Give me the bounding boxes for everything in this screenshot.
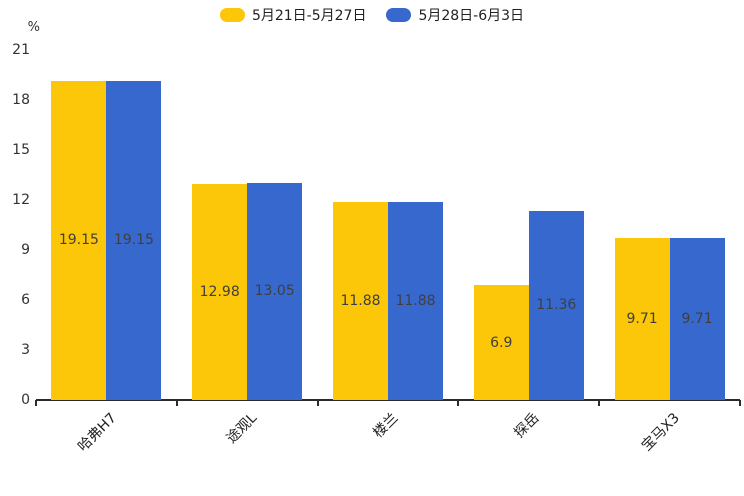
bar-value-label: 12.98 — [199, 283, 240, 300]
bar-value-label: 11.88 — [340, 293, 381, 309]
legend-item-week1[interactable]: 5月21日-5月27日 — [219, 5, 367, 25]
bar-week2[interactable]: 19.15 — [106, 80, 162, 400]
legend-swatch-blue — [386, 8, 412, 22]
bar-value-label: 19.15 — [58, 232, 99, 249]
x-axis-category-label: 探岳 — [511, 410, 543, 442]
x-axis-tick — [457, 400, 460, 406]
bar-week1[interactable]: 19.15 — [51, 80, 107, 400]
bar-value-label: 9.71 — [626, 311, 658, 328]
bar-value-label: 9.71 — [681, 311, 713, 328]
bar-week1[interactable]: 11.88 — [333, 202, 388, 400]
bar-value-label: 6.9 — [490, 334, 513, 351]
y-axis-unit-label: % — [27, 20, 40, 35]
x-axis-line — [36, 399, 740, 401]
x-axis-category-label: 宝马X3 — [638, 410, 684, 455]
legend: 5月21日-5月27日 5月28日-6月3日 — [0, 5, 744, 25]
y-axis-tick-label: 9 — [21, 242, 30, 258]
bar-week1[interactable]: 9.71 — [614, 238, 670, 400]
x-axis-tick — [35, 400, 37, 406]
bar-week2[interactable]: 9.71 — [669, 238, 725, 400]
bar-value-label: 13.05 — [254, 283, 295, 300]
y-axis-tick-label: 21 — [12, 42, 30, 58]
bar-week2[interactable]: 13.05 — [247, 182, 303, 400]
legend-label-week1: 5月21日-5月27日 — [251, 8, 367, 24]
y-axis-tick-label: 3 — [21, 342, 30, 358]
y-axis-tick-label: 0 — [21, 392, 30, 408]
x-axis-category-label: 哈弗H7 — [74, 410, 120, 455]
x-axis-tick — [739, 400, 741, 406]
bar-week2[interactable]: 11.88 — [388, 202, 443, 400]
x-axis-tick — [598, 400, 601, 406]
bar-value-label: 19.15 — [113, 232, 154, 249]
bar-value-label: 11.88 — [395, 293, 436, 309]
bar-week1[interactable]: 6.9 — [473, 285, 529, 400]
x-axis-tick — [175, 400, 178, 406]
legend-swatch-yellow — [219, 8, 245, 22]
legend-item-week2[interactable]: 5月28日-6月3日 — [386, 5, 524, 25]
bar-week1[interactable]: 12.98 — [192, 183, 248, 400]
y-axis-tick-label: 15 — [12, 142, 30, 158]
bar-value-label: 11.36 — [536, 297, 577, 314]
x-axis-category-label: 途观L — [224, 410, 261, 447]
legend-label-week2: 5月28日-6月3日 — [418, 8, 525, 24]
y-axis-tick-label: 6 — [21, 292, 30, 308]
bar-week2[interactable]: 11.36 — [528, 210, 584, 400]
x-axis-tick — [316, 400, 319, 406]
y-axis-tick-label: 18 — [12, 92, 30, 108]
y-axis-tick-label: 12 — [12, 192, 30, 208]
x-axis-category-label: 楼兰 — [370, 410, 402, 442]
